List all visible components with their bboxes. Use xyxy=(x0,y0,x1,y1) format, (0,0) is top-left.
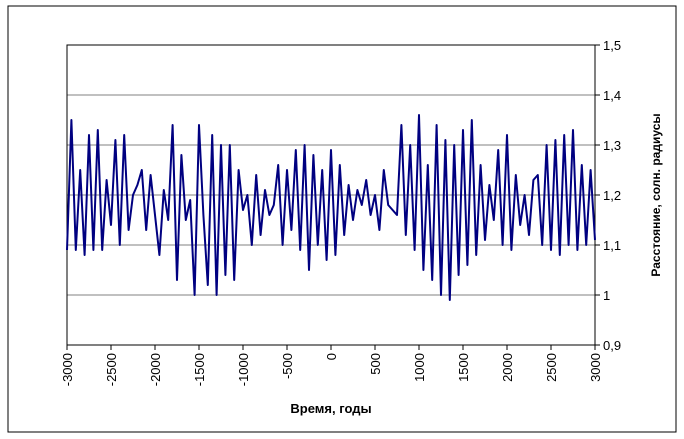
data-line xyxy=(66,114,596,301)
x-tick-label: -1500 xyxy=(192,353,207,386)
y-tick-label: 1,5 xyxy=(603,38,621,53)
x-tick-label: -2000 xyxy=(148,353,163,386)
x-tick-label: -3000 xyxy=(60,353,75,386)
x-tick-label: 3000 xyxy=(588,353,603,382)
y-tick-label: 1 xyxy=(603,288,610,303)
x-tick-label: 1000 xyxy=(412,353,427,382)
x-tick-label: 2000 xyxy=(500,353,515,382)
x-tick-label: 2500 xyxy=(544,353,559,382)
y-tick-label: 1,3 xyxy=(603,138,621,153)
y-tick-label: 1,2 xyxy=(603,188,621,203)
y-tick-label: 1,4 xyxy=(603,88,621,103)
x-tick-label: -1000 xyxy=(236,353,251,386)
x-tick-label: -2500 xyxy=(104,353,119,386)
y-axis-label: Расстояние, солн. радиусы xyxy=(649,113,663,276)
x-tick-label: 1500 xyxy=(456,353,471,382)
x-tick-label: 0 xyxy=(324,353,339,360)
x-tick-label: -500 xyxy=(280,353,295,379)
x-tick-label: 500 xyxy=(368,353,383,375)
y-tick-label: 0,9 xyxy=(603,338,621,353)
y-tick-label: 1,1 xyxy=(603,238,621,253)
x-axis-label: Время, годы xyxy=(290,401,371,416)
